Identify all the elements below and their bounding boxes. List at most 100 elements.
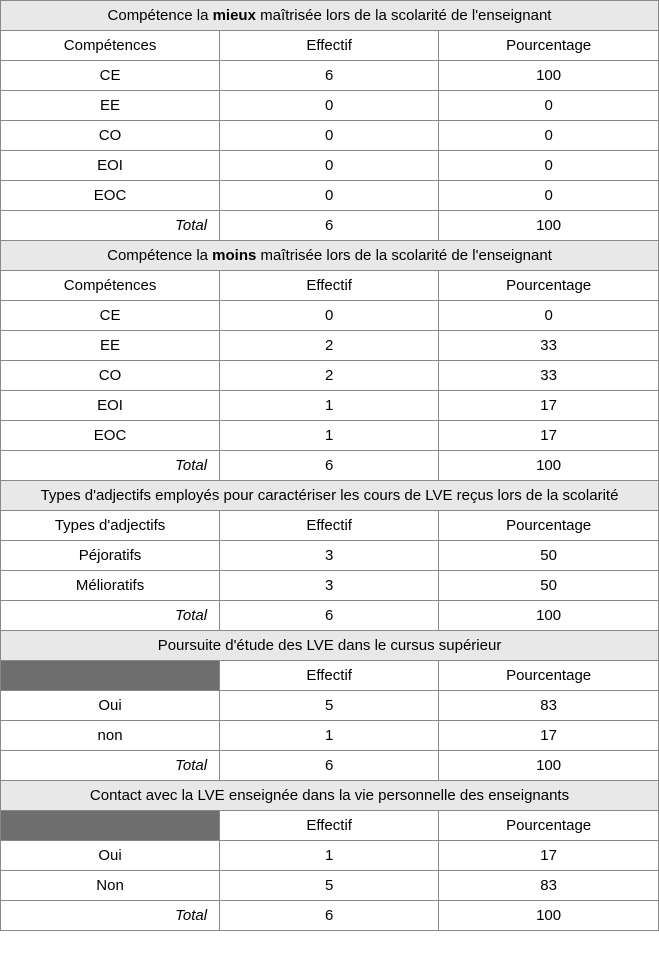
table-cell: 17 [439, 391, 659, 421]
table-cell: 17 [439, 721, 659, 751]
total-value: 6 [220, 901, 439, 931]
table-cell: 1 [220, 391, 439, 421]
table-row: EOI117 [1, 391, 659, 421]
table-cell: 50 [439, 571, 659, 601]
total-label: Total [1, 601, 220, 631]
table-cell: 100 [439, 61, 659, 91]
total-value: 100 [439, 601, 659, 631]
table-cell: 1 [220, 721, 439, 751]
table-row: CO233 [1, 361, 659, 391]
table-cell: 50 [439, 541, 659, 571]
total-value: 100 [439, 751, 659, 781]
column-header-row: CompétencesEffectifPourcentage [1, 271, 659, 301]
section-title: Compétence la mieux maîtrisée lors de la… [1, 1, 659, 31]
table-cell: EE [1, 331, 220, 361]
column-header-row: CompétencesEffectifPourcentage [1, 31, 659, 61]
section-title-pre: Compétence la [108, 7, 213, 24]
total-value: 100 [439, 901, 659, 931]
table-cell: 3 [220, 541, 439, 571]
total-value: 6 [220, 601, 439, 631]
table-cell: 17 [439, 421, 659, 451]
total-row: Total6100 [1, 451, 659, 481]
section-title: Compétence la moins maîtrisée lors de la… [1, 241, 659, 271]
total-label: Total [1, 751, 220, 781]
table-cell: 0 [439, 301, 659, 331]
table-cell: 5 [220, 871, 439, 901]
table-cell: EOC [1, 181, 220, 211]
table-cell: EOC [1, 421, 220, 451]
table-cell: CO [1, 121, 220, 151]
table-cell: 0 [439, 121, 659, 151]
table-cell: EOI [1, 151, 220, 181]
total-value: 6 [220, 451, 439, 481]
table-row: Mélioratifs350 [1, 571, 659, 601]
total-value: 6 [220, 751, 439, 781]
column-header [1, 811, 220, 841]
column-header: Effectif [220, 31, 439, 61]
column-header: Compétences [1, 31, 220, 61]
total-value: 100 [439, 211, 659, 241]
table-cell: 0 [220, 181, 439, 211]
table-cell: 0 [439, 181, 659, 211]
section-header: Compétence la mieux maîtrisée lors de la… [1, 1, 659, 31]
table-row: Oui117 [1, 841, 659, 871]
total-row: Total6100 [1, 751, 659, 781]
section-title: Types d'adjectifs employés pour caractér… [1, 481, 659, 511]
total-label: Total [1, 211, 220, 241]
column-header: Pourcentage [439, 511, 659, 541]
table-cell: 6 [220, 61, 439, 91]
section-title: Poursuite d'étude des LVE dans le cursus… [1, 631, 659, 661]
table-cell: CO [1, 361, 220, 391]
column-header: Pourcentage [439, 661, 659, 691]
table-row: EOI00 [1, 151, 659, 181]
table-cell: Péjoratifs [1, 541, 220, 571]
table-cell: 0 [220, 91, 439, 121]
table-cell: CE [1, 301, 220, 331]
table-row: Péjoratifs350 [1, 541, 659, 571]
column-header: Effectif [220, 811, 439, 841]
table-cell: Oui [1, 691, 220, 721]
table-cell: Non [1, 871, 220, 901]
table-row: EOC00 [1, 181, 659, 211]
table-cell: 1 [220, 421, 439, 451]
section-title-bold: moins [212, 247, 256, 264]
table-row: CE00 [1, 301, 659, 331]
table-cell: 33 [439, 361, 659, 391]
table-cell: 2 [220, 331, 439, 361]
table-cell: 0 [220, 121, 439, 151]
data-tables: Compétence la mieux maîtrisée lors de la… [0, 0, 659, 931]
section-title-bold: mieux [213, 7, 256, 24]
column-header: Types d'adjectifs [1, 511, 220, 541]
table-row: EE233 [1, 331, 659, 361]
column-header-row: EffectifPourcentage [1, 661, 659, 691]
section-header: Types d'adjectifs employés pour caractér… [1, 481, 659, 511]
table-cell: Oui [1, 841, 220, 871]
column-header: Pourcentage [439, 271, 659, 301]
table-row: Oui583 [1, 691, 659, 721]
table-cell: 0 [439, 91, 659, 121]
total-label: Total [1, 901, 220, 931]
section-title-post: maîtrisée lors de la scolarité de l'ense… [256, 247, 552, 264]
section-title-pre: Compétence la [107, 247, 212, 264]
column-header: Pourcentage [439, 31, 659, 61]
total-value: 100 [439, 451, 659, 481]
column-header: Effectif [220, 661, 439, 691]
table-cell: 17 [439, 841, 659, 871]
table-cell: 83 [439, 691, 659, 721]
table-cell: 0 [439, 151, 659, 181]
table-cell: 33 [439, 331, 659, 361]
table-row: non117 [1, 721, 659, 751]
table-cell: 0 [220, 151, 439, 181]
total-row: Total6100 [1, 601, 659, 631]
table-cell: 5 [220, 691, 439, 721]
table-cell: 3 [220, 571, 439, 601]
column-header: Compétences [1, 271, 220, 301]
table-cell: CE [1, 61, 220, 91]
table-cell: EOI [1, 391, 220, 421]
section-header: Compétence la moins maîtrisée lors de la… [1, 241, 659, 271]
column-header: Effectif [220, 271, 439, 301]
section-header: Poursuite d'étude des LVE dans le cursus… [1, 631, 659, 661]
total-row: Total6100 [1, 901, 659, 931]
table-row: EE00 [1, 91, 659, 121]
total-value: 6 [220, 211, 439, 241]
